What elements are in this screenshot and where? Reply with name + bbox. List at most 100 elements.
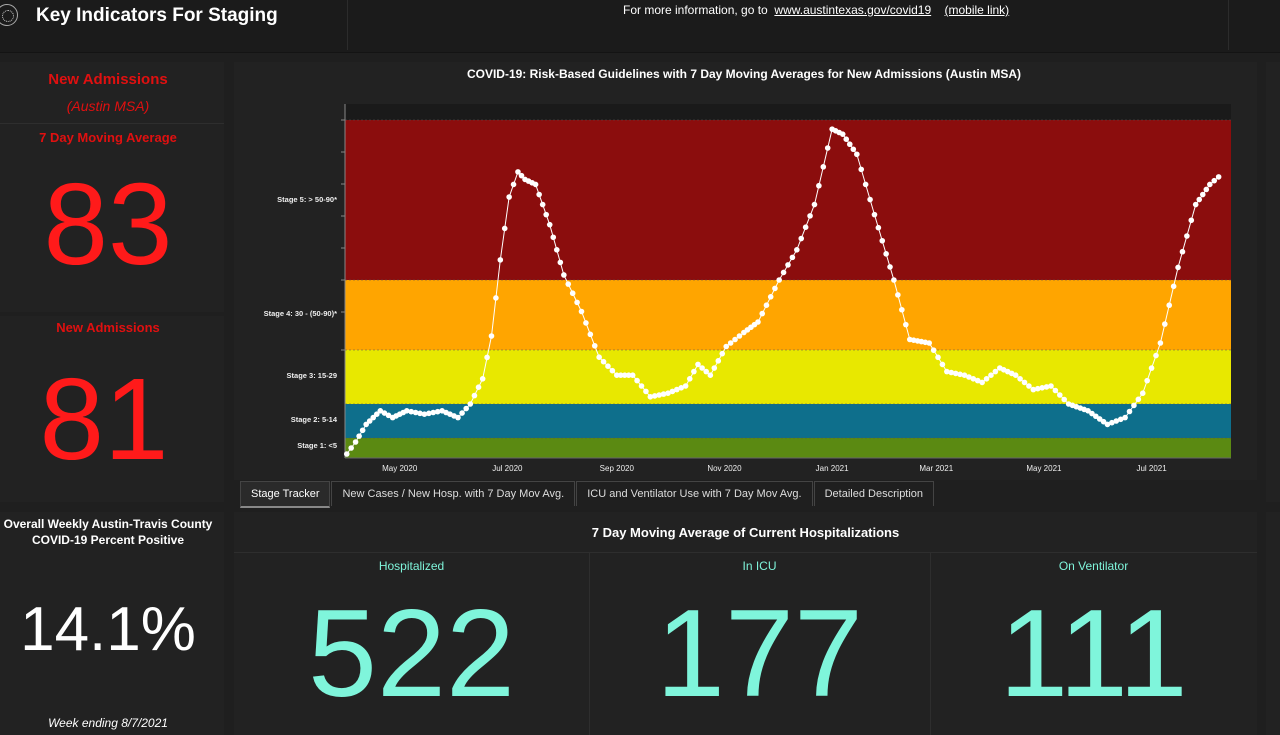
data-point [366,418,373,424]
data-point [723,343,730,350]
data-point [1166,302,1173,309]
austin-msa-subheading: (Austin MSA) [66,98,150,114]
in-icu-value: 177 [656,585,863,723]
data-point [926,340,932,346]
data-point [879,237,886,244]
data-point [715,358,722,364]
data-point [553,247,560,253]
data-point [776,277,782,283]
stage-band-5 [345,120,1231,280]
tab-stage-tracker[interactable]: Stage Tracker [240,481,331,508]
mobile-link[interactable]: (mobile link) [944,3,1010,17]
data-point [944,368,950,375]
data-point [1017,376,1023,382]
data-point [669,388,676,395]
data-point [674,386,680,393]
data-point [930,347,937,353]
data-point [459,410,465,416]
data-point [875,224,882,231]
data-point [515,169,521,175]
data-point [660,391,667,397]
tab-icu-ventilator[interactable]: ICU and Ventilator Use with 7 Day Mov Av… [576,481,813,506]
data-point [463,405,469,412]
data-point [501,225,508,232]
data-point [1192,201,1199,208]
tab-new-cases[interactable]: New Cases / New Hosp. with 7 Day Mov Avg… [331,481,576,506]
data-point [1052,387,1059,394]
data-point [732,336,738,343]
data-point [609,367,616,374]
new-admissions-daily-heading: New Admissions [56,320,160,335]
data-point [871,211,878,218]
data-point [957,371,963,378]
stage-label: Stage 2: 5-14 [291,415,338,424]
top-bar [0,0,1280,53]
data-point [475,384,482,391]
data-point [820,164,827,170]
data-point [983,376,990,382]
data-point [682,383,689,389]
data-point [887,264,893,270]
data-point [493,295,499,301]
data-point [532,181,539,188]
data-point [1100,418,1107,425]
data-point [824,145,831,151]
data-point [467,401,474,407]
data-point [479,376,486,382]
moving-average-value: 83 [43,159,173,289]
hospitalizations-panel [234,512,1257,735]
data-point [1043,384,1050,390]
data-point [966,374,972,380]
data-point [807,213,813,219]
data-point [574,299,580,306]
x-tick-label: Sep 2020 [600,464,635,473]
data-point [488,333,495,339]
data-point [1089,410,1095,417]
data-point [974,377,981,384]
tab-detailed-description[interactable]: Detailed Description [813,481,935,506]
covid19-link[interactable]: www.austintexas.gov/covid19 [774,3,932,17]
stage-band-1 [345,438,1231,458]
data-point [1148,365,1155,371]
data-point [352,439,359,445]
data-point [961,372,968,379]
data-point [638,383,645,389]
data-point [629,372,636,379]
data-point [617,372,624,379]
chart-tabs: Stage Tracker New Cases / New Hosp. with… [240,481,935,508]
header-divider [347,0,348,50]
data-point [426,410,432,417]
data-point [1144,377,1150,384]
data-point [678,385,685,391]
hospitalizations-title: 7 Day Moving Average of Current Hospital… [591,525,900,540]
data-point [539,201,546,208]
stage-label: Stage 1: <5 [297,441,337,450]
data-point [1203,186,1210,193]
data-point [686,376,693,382]
data-point [430,409,437,416]
stage-label: Stage 3: 15-29 [287,371,337,380]
data-point [471,392,478,399]
data-point [546,221,553,228]
info-text: For more information, go to www.austinte… [623,3,1009,17]
data-point [417,410,423,417]
data-point [518,172,525,179]
data-point [691,368,697,375]
data-point [1034,385,1041,392]
data-point [412,409,419,416]
data-point [772,285,778,292]
data-point [789,254,796,261]
data-point [665,390,671,397]
data-point [634,377,640,384]
data-point [1012,372,1019,379]
data-point [1157,340,1164,346]
data-point [816,182,822,189]
data-point [1215,174,1222,180]
data-point [343,451,350,457]
data-point [1184,233,1190,239]
data-point [656,392,662,398]
data-point [798,235,805,242]
info-prefix: For more information, go to [623,3,768,17]
data-point [1122,414,1128,421]
data-point [1048,383,1054,389]
